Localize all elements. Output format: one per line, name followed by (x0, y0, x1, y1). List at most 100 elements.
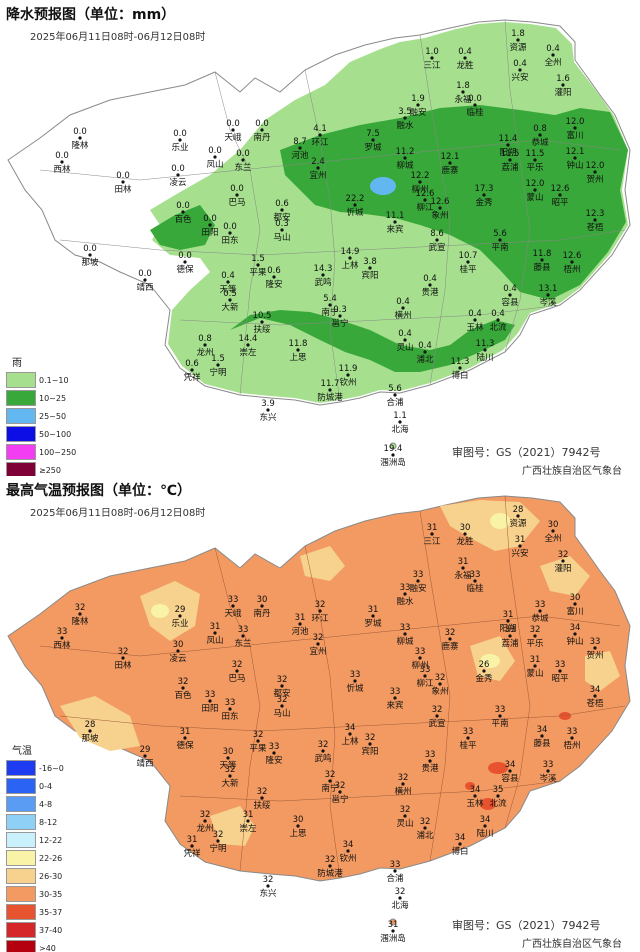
temp-city-station: 31 三江 (423, 523, 441, 547)
temp-city-station: 33 天峨 (224, 595, 242, 619)
rain-agency-name: 广西壮族自治区气象台 (522, 466, 622, 476)
temp-city-name: 靖西 (136, 758, 153, 769)
rain-city-value: 0.0 (468, 94, 482, 104)
temp-city-dot (508, 769, 512, 773)
temp-city-value: 26 (479, 660, 490, 670)
rain-city-value: 0.4 (503, 284, 517, 294)
temp-city-station: 31 兴安 (511, 535, 528, 559)
rain-city-name: 三江 (423, 61, 441, 71)
temp-city-dot (393, 869, 397, 873)
temp-city-value: 32 (313, 633, 324, 643)
rain-city-name: 防城港 (317, 392, 343, 403)
rain-city-value: 0.0 (255, 119, 269, 129)
temp-city-dot (558, 669, 562, 673)
rain-city-dot (418, 180, 422, 184)
temp-legend-row: -16~0 (6, 759, 64, 777)
rain-city-value: 5.6 (388, 384, 402, 394)
rain-city-dot (235, 193, 239, 197)
temp-city-station: 32 南宁 (321, 770, 338, 794)
rain-city-dot (508, 158, 512, 162)
rain-city-name: 融水 (396, 120, 414, 131)
rain-city-station: 0.0 巴马 (228, 184, 245, 208)
temp-city-value: 31 (368, 605, 379, 615)
rain-city-dot (593, 218, 597, 222)
rain-city-dot (496, 318, 500, 322)
rain-city-value: 0.3 (333, 305, 347, 315)
rain-city-name: 扶绥 (253, 324, 271, 335)
temp-city-value: 33 (390, 687, 401, 697)
rain-city-dot (178, 138, 182, 142)
rain-legend-label: ≥250 (39, 465, 61, 475)
temp-city-name: 金秀 (475, 673, 493, 684)
temp-city-dot (316, 642, 320, 646)
rain-city-dot (226, 280, 230, 284)
rain-city-name: 龙胜 (456, 60, 474, 71)
rain-city-station: 0.4 灵山 (396, 329, 413, 353)
temp-city-name: 天峨 (224, 608, 242, 619)
temp-city-station: 32 武宣 (428, 705, 445, 729)
temp-city-station: 32 大新 (221, 765, 239, 789)
rain-city-dot (338, 314, 342, 318)
temp-city-station: 32 灵山 (396, 805, 413, 829)
rain-city-station: 1.8 资源 (509, 29, 527, 53)
rain-city-value: 1.9 (411, 94, 425, 104)
temp-city-dot (483, 824, 487, 828)
temp-city-value: 29 (175, 605, 186, 615)
temp-city-dot (466, 736, 470, 740)
rain-city-station: 0.4 兴安 (511, 59, 528, 83)
rain-city-name: 资源 (509, 42, 527, 53)
rain-city-value: 3.8 (363, 257, 377, 267)
rain-city-name: 陆川 (476, 352, 493, 363)
temp-city-value: 31 (503, 610, 514, 620)
temp-city-value: 32 (315, 600, 326, 610)
temp-city-station: 31 罗城 (364, 605, 382, 629)
temp-city-station: 28 资源 (509, 505, 527, 529)
rain-approval-number: 审图号：GS（2021）7942号 (452, 446, 601, 459)
temp-city-value: 32 (213, 830, 224, 840)
rain-city-value: 4.1 (313, 124, 327, 134)
rain-city-dot (498, 238, 502, 242)
rain-city-dot (593, 170, 597, 174)
temp-city-station: 32 鹿寨 (441, 628, 459, 652)
temp-city-name: 容县 (501, 773, 519, 784)
rain-city-value: 0.6 (267, 266, 281, 276)
rain-city-value: 0.4 (468, 309, 482, 319)
temp-city-value: 33 (400, 623, 411, 633)
temp-agency-name: 广西壮族自治区气象台 (522, 939, 622, 950)
rain-city-station: 0.3 邕宁 (331, 305, 348, 329)
temp-city-dot (430, 532, 434, 536)
temp-city-dot (346, 849, 350, 853)
rain-city-name: 昭平 (551, 198, 569, 208)
rain-city-value: 0.8 (198, 334, 212, 344)
rain-city-station: 0.4 玉林 (466, 309, 484, 333)
temp-city-dot (208, 699, 212, 703)
temp-city-value: 31 (187, 835, 198, 845)
temp-legend-label: 4-8 (39, 799, 53, 809)
temp-city-station: 33 恭城 (531, 600, 549, 624)
rain-city-value: 0.0 (73, 127, 87, 137)
temp-city-name: 融安 (409, 583, 426, 594)
rain-city-value: 0.4 (396, 297, 410, 307)
rain-city-dot (551, 53, 555, 57)
temp-city-name: 上思 (289, 829, 307, 839)
rain-city-station: 1.5 宁明 (209, 354, 226, 378)
rain-city-dot (181, 210, 185, 214)
rain-city-name: 武宣 (428, 242, 445, 253)
temp-city-dot (533, 634, 537, 638)
rain-city-dot (393, 220, 397, 224)
temp-city-station: 31 德保 (176, 727, 194, 751)
temp-city-dot (78, 612, 82, 616)
temp-city-dot (143, 754, 147, 758)
temp-city-value: 33 (425, 750, 436, 760)
rain-legend-swatch (6, 426, 36, 442)
temp-city-name: 田阳 (201, 704, 218, 714)
rain-city-station: 14.9 上林 (341, 247, 360, 271)
rain-city-name: 灵山 (396, 342, 413, 353)
temp-legend-row: 26-30 (6, 867, 64, 885)
rain-city-value: 12.6 (551, 184, 570, 194)
rain-city-value: 12.1 (566, 147, 585, 157)
rain-city-dot (183, 260, 187, 264)
temp-city-station: 33 梧州 (563, 727, 580, 751)
temp-city-station: 30 天等 (219, 747, 237, 771)
temp-city-value: 34 (480, 815, 491, 825)
